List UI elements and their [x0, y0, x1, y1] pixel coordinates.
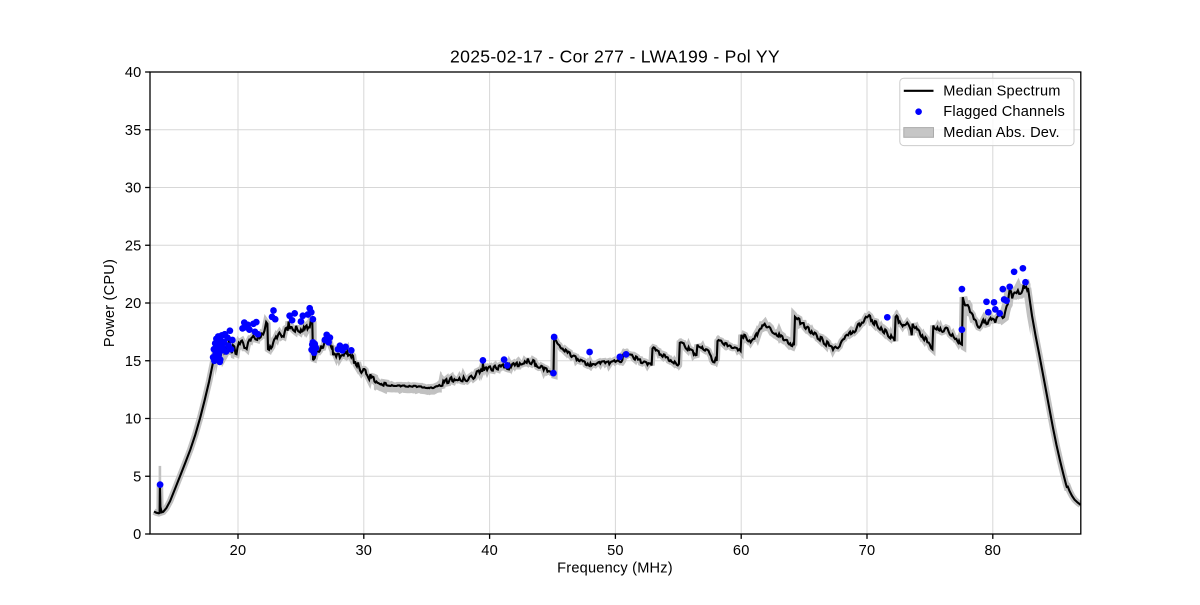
svg-text:Flagged Channels: Flagged Channels: [943, 104, 1065, 120]
svg-text:40: 40: [481, 543, 498, 559]
svg-text:20: 20: [125, 296, 142, 312]
svg-text:70: 70: [859, 543, 876, 559]
svg-text:5: 5: [133, 469, 141, 485]
svg-text:Median Abs. Dev.: Median Abs. Dev.: [943, 125, 1060, 141]
svg-text:2025-02-17 - Cor 277 - LWA199: 2025-02-17 - Cor 277 - LWA199 - Pol YY: [450, 47, 780, 67]
svg-text:50: 50: [607, 543, 624, 559]
svg-text:30: 30: [125, 181, 142, 197]
svg-text:30: 30: [355, 543, 372, 559]
svg-text:0: 0: [133, 527, 141, 543]
svg-text:35: 35: [125, 123, 142, 139]
svg-text:40: 40: [125, 65, 142, 81]
svg-text:60: 60: [733, 543, 750, 559]
svg-text:25: 25: [125, 238, 142, 254]
svg-text:Median Spectrum: Median Spectrum: [943, 83, 1060, 99]
svg-text:80: 80: [984, 543, 1001, 559]
svg-text:20: 20: [230, 543, 247, 559]
svg-text:15: 15: [125, 354, 142, 370]
svg-text:Power (CPU): Power (CPU): [102, 259, 118, 347]
svg-text:Frequency (MHz): Frequency (MHz): [557, 560, 673, 576]
svg-text:10: 10: [125, 412, 142, 428]
